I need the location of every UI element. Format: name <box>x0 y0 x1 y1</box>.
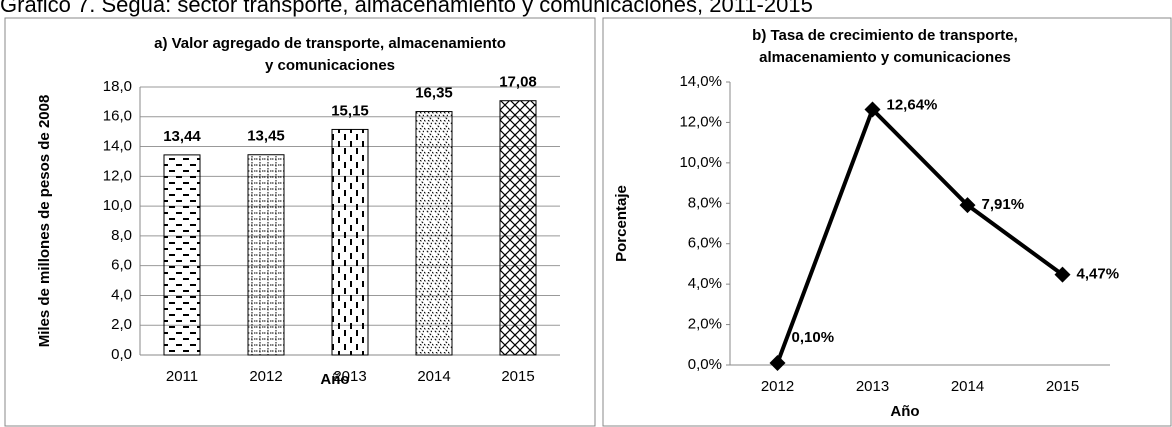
x-tick-label: 2014 <box>417 368 450 385</box>
panel-frame <box>602 17 1172 427</box>
bar <box>499 100 537 356</box>
y-tick-label: 2,0% <box>688 316 722 333</box>
x-tick-label: 2015 <box>501 368 534 385</box>
x-tick-label: 2012 <box>761 378 794 395</box>
y-tick-label: 18,0 <box>103 78 132 95</box>
x-tick-label: 2011 <box>166 368 198 385</box>
chart-title: almacenamiento y comunicaciones <box>759 49 1011 66</box>
data-label: 7,91% <box>982 196 1025 213</box>
data-label: 0,10% <box>792 329 835 346</box>
y-tick-label: 8,0% <box>688 194 722 211</box>
y-tick-label: 10,0% <box>679 154 722 171</box>
bar <box>247 154 285 356</box>
marker <box>769 354 786 371</box>
y-tick-label: 10,0 <box>103 197 132 214</box>
data-label: 15,15 <box>331 102 369 119</box>
x-tick-label: 2014 <box>951 378 984 395</box>
x-tick-label: 2012 <box>249 368 282 385</box>
y-tick-label: 16,0 <box>103 108 132 125</box>
x-axis-label: Año <box>320 371 349 388</box>
y-tick-label: 6,0 <box>111 257 132 274</box>
x-tick-label: 2013 <box>333 368 366 385</box>
x-tick-label: 2015 <box>1046 378 1079 395</box>
data-label: 12,64% <box>887 96 938 113</box>
line <box>775 105 1064 364</box>
x-tick-label: 2013 <box>856 378 889 395</box>
y-tick-label: 2,0 <box>111 316 132 333</box>
bar <box>415 111 453 356</box>
y-tick-label: 0,0 <box>111 346 132 363</box>
data-label: 4,47% <box>1077 266 1120 283</box>
chart-title: y comunicaciones <box>265 57 395 74</box>
y-tick-label: 4,0 <box>111 286 132 303</box>
y-tick-label: 0,0% <box>688 356 722 373</box>
y-axis-label: Miles de millones de pesos de 2008 <box>36 95 53 348</box>
bar <box>331 128 369 356</box>
marker <box>1054 266 1071 283</box>
marker <box>864 101 881 118</box>
y-axis-label: Porcentaje <box>613 185 630 262</box>
data-label: 13,45 <box>247 128 285 145</box>
data-label: 17,08 <box>499 74 537 91</box>
data-label: 13,44 <box>163 128 201 145</box>
data-label: 16,35 <box>415 85 453 102</box>
y-tick-label: 12,0% <box>679 113 722 130</box>
y-tick-label: 14,0% <box>679 73 722 90</box>
y-tick-label: 14,0 <box>103 138 132 155</box>
caption: Gráfico 7. Seguá: sector transporte, alm… <box>0 0 813 17</box>
x-axis-label: Año <box>890 403 919 420</box>
y-tick-label: 6,0% <box>688 235 722 252</box>
panel-frame <box>4 17 596 427</box>
y-tick-label: 4,0% <box>688 275 722 292</box>
chart-title: b) Tasa de crecimiento de transporte, <box>752 27 1018 44</box>
marker <box>959 197 976 214</box>
chart-title: a) Valor agregado de transporte, almacen… <box>154 35 506 52</box>
bar <box>163 154 201 356</box>
y-tick-label: 8,0 <box>111 227 132 244</box>
y-tick-label: 12,0 <box>103 167 132 184</box>
